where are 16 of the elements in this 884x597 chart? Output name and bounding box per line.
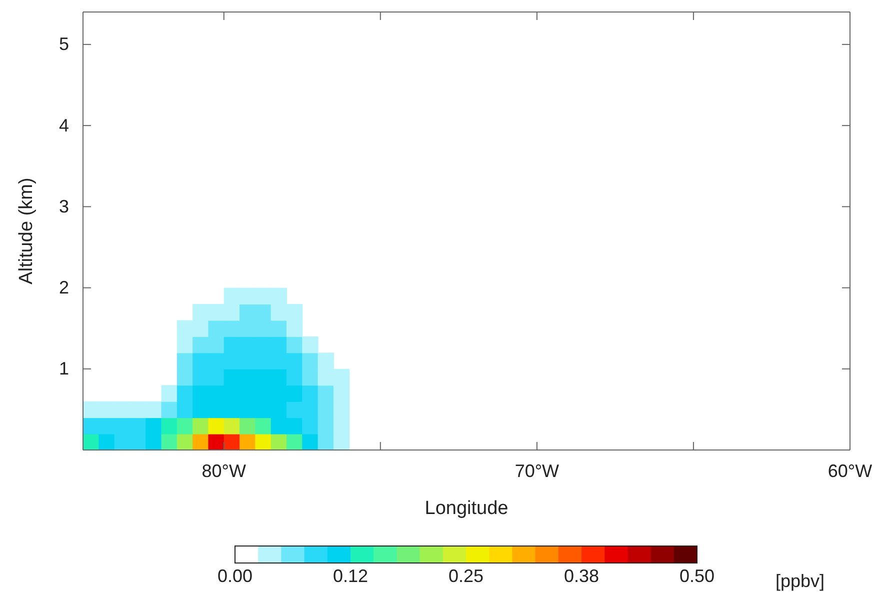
- y-tick-label: 3: [58, 196, 69, 216]
- x-tick-label: 80°W: [202, 460, 246, 481]
- x-tick-label: 70°W: [514, 460, 560, 481]
- x-axis-title: Longitude: [424, 498, 508, 519]
- y-axis-title: Altitude (km): [16, 178, 37, 284]
- y-tick-label: 2: [58, 278, 69, 298]
- color-bar-label: 0.12: [332, 566, 368, 586]
- y-tick-label: 4: [58, 115, 69, 136]
- color-bar-label: 0.25: [448, 566, 484, 586]
- y-tick-label: 5: [58, 34, 69, 54]
- y-tick-label: 1: [58, 358, 69, 379]
- color-bar-title: [ppbv]: [775, 571, 825, 591]
- x-tick-label: 60°W: [828, 460, 872, 481]
- color-bar-label: 0.38: [564, 566, 600, 586]
- color-bar-label: 0.00: [217, 566, 253, 586]
- color-bar-label: 0.50: [679, 566, 715, 586]
